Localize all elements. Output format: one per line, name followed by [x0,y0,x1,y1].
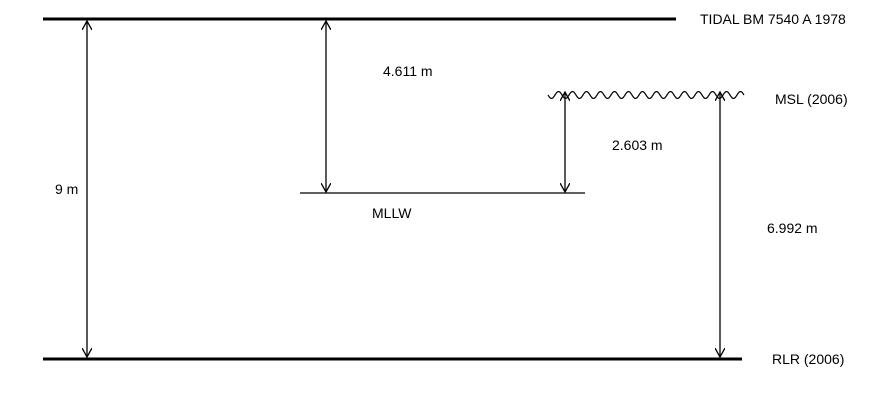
tidal-bm-label: TIDAL BM 7540 A 1978 [700,11,846,27]
bm-to-rlr-label: 9 m [55,181,78,197]
msl-wavy-line [547,90,745,100]
mllw-label: MLLW [372,205,412,221]
bm-to-mllw-label: 4.611 m [383,63,433,79]
msl-label: MSL (2006) [775,91,848,107]
msl-to-mllw-label: 2.603 m [612,137,663,153]
msl-to-rlr-label: 6.992 m [767,220,818,236]
rlr-label: RLR (2006) [772,351,844,367]
